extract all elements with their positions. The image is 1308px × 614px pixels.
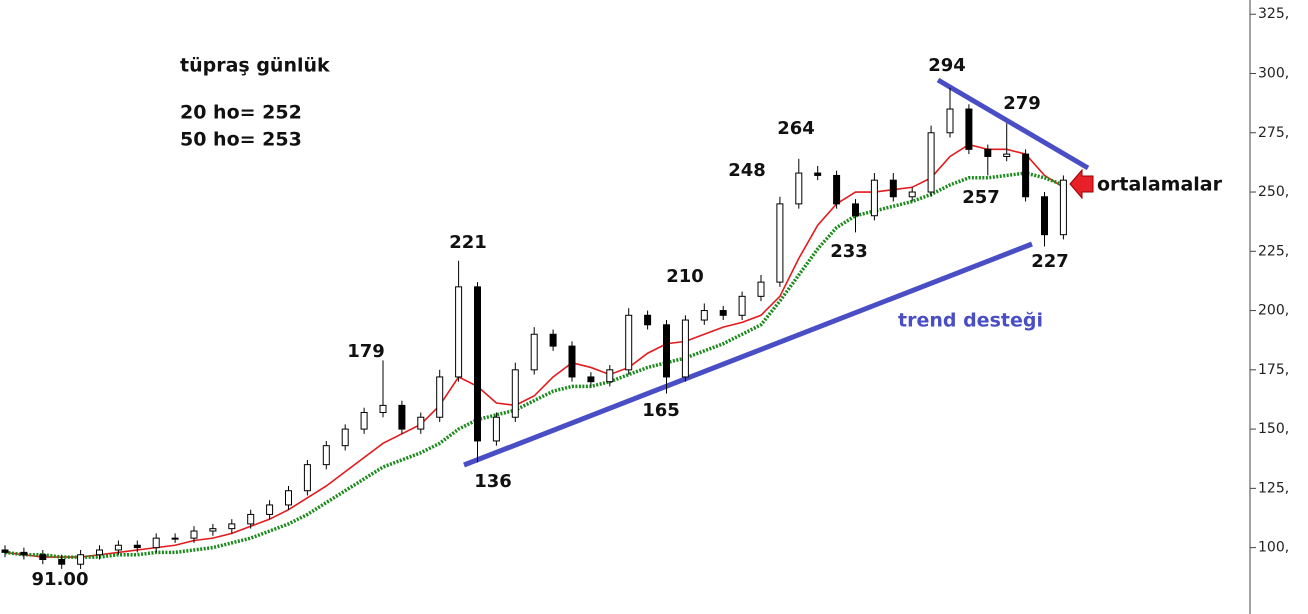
candle-body [171, 537, 179, 540]
level-label: 257 [962, 187, 1000, 208]
candle-body [1059, 179, 1067, 236]
level-label: 233 [830, 241, 868, 262]
candle-body [965, 108, 973, 150]
level-label: 227 [1031, 251, 1069, 272]
candle-body [795, 172, 803, 205]
annotation: trend desteği [898, 310, 1043, 332]
candle-body [568, 345, 576, 378]
candle-body [852, 203, 859, 217]
level-label: 294 [928, 55, 966, 76]
candle-body [530, 333, 538, 371]
y-tick-label: 175, [1258, 362, 1289, 378]
candle-body [1041, 196, 1048, 236]
candle-body [663, 324, 670, 378]
y-tick-label: 225, [1258, 243, 1289, 259]
candle-body [190, 530, 198, 539]
candle-body [681, 319, 689, 378]
candle-body [776, 203, 784, 283]
candle-body [20, 551, 28, 556]
resistance-line [936, 77, 1090, 171]
candle-body [322, 445, 330, 466]
candle-body [474, 286, 481, 442]
candle-body [379, 404, 387, 413]
candle-body [606, 369, 614, 383]
ma-50-line [4, 171, 1065, 559]
candle-body [341, 428, 349, 447]
candle-body [889, 179, 897, 198]
y-tick-label: 100, [1258, 540, 1289, 556]
candle-body [946, 108, 954, 134]
candle-body [114, 544, 122, 551]
subtitle: 50 ho= 253 [180, 129, 302, 151]
candle-body [511, 369, 519, 418]
ma-20-line [4, 143, 1064, 558]
candle-body [398, 404, 406, 430]
annotation: ortalamalar [1097, 174, 1223, 196]
candle-body [436, 376, 444, 418]
candle-body [209, 528, 217, 532]
candle-body [247, 513, 255, 525]
candle-body [757, 281, 765, 297]
candle-body [927, 132, 935, 193]
y-tick-label: 325, [1258, 6, 1289, 22]
level-label: 91.00 [32, 569, 89, 590]
candle-body [285, 490, 292, 506]
candle-body [549, 333, 557, 347]
level-label: 221 [449, 232, 487, 253]
candle-body [814, 172, 822, 176]
candle-body [833, 174, 841, 205]
level-label: 248 [728, 160, 766, 181]
candle-body [133, 544, 141, 549]
level-label: 136 [474, 471, 512, 492]
chart-title: tüpraş günlük [180, 55, 330, 77]
candle-body [492, 416, 500, 442]
candle-body [152, 537, 160, 549]
candle-body [417, 416, 425, 430]
candle-body [455, 286, 463, 378]
candle-body [644, 314, 652, 326]
candle-body [77, 554, 85, 565]
y-tick-label: 250, [1258, 184, 1289, 200]
candle-body [625, 314, 633, 371]
candle-body [266, 504, 274, 515]
candle-body [228, 523, 236, 530]
candle-body [1022, 153, 1030, 198]
y-tick-label: 150, [1258, 421, 1289, 437]
candle-body [303, 464, 311, 492]
y-tick-label: 200, [1258, 303, 1289, 319]
level-label: 210 [666, 266, 704, 287]
candle-body [984, 148, 992, 157]
trend-line [463, 241, 1033, 468]
candle-body [58, 558, 66, 565]
candle-body [360, 411, 368, 430]
y-tick-label: 300, [1258, 65, 1289, 81]
level-label: 279 [1003, 93, 1041, 114]
candle-body [738, 295, 746, 316]
level-label: 179 [347, 341, 385, 362]
subtitle: 20 ho= 252 [180, 102, 302, 124]
level-label: 264 [777, 118, 815, 139]
candle-body [719, 310, 727, 316]
candle-body [587, 376, 595, 383]
candle-body [1, 549, 9, 553]
candle-body [96, 549, 103, 556]
arrow [1069, 168, 1094, 200]
level-label: 165 [642, 400, 680, 421]
candle-body [908, 191, 916, 198]
candle-body [1003, 153, 1011, 157]
candle-body [39, 554, 47, 560]
candle-body [700, 310, 708, 321]
y-tick-label: 275, [1258, 125, 1289, 141]
candle-body [870, 179, 878, 217]
y-tick-label: 125, [1258, 480, 1289, 496]
